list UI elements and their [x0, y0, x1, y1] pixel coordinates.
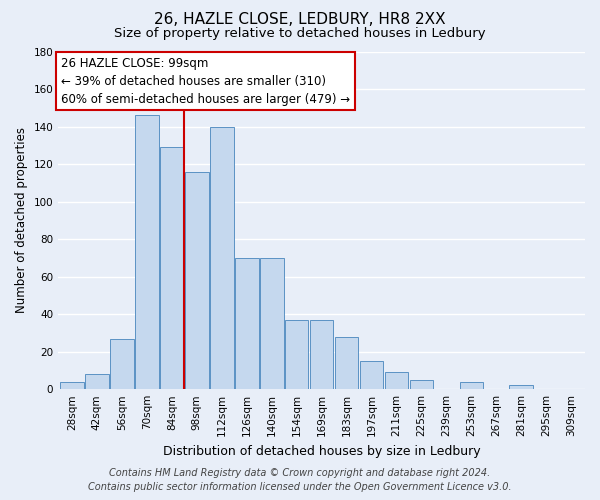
Bar — [210, 126, 233, 389]
Text: 26, HAZLE CLOSE, LEDBURY, HR8 2XX: 26, HAZLE CLOSE, LEDBURY, HR8 2XX — [154, 12, 446, 28]
Bar — [410, 380, 433, 389]
Bar — [260, 258, 284, 389]
Bar — [110, 338, 134, 389]
Bar — [509, 386, 533, 389]
Text: Contains HM Land Registry data © Crown copyright and database right 2024.
Contai: Contains HM Land Registry data © Crown c… — [88, 468, 512, 492]
Bar — [385, 372, 409, 389]
Bar — [359, 361, 383, 389]
Bar — [60, 382, 84, 389]
Bar — [310, 320, 334, 389]
Bar — [185, 172, 209, 389]
X-axis label: Distribution of detached houses by size in Ledbury: Distribution of detached houses by size … — [163, 444, 481, 458]
Text: 26 HAZLE CLOSE: 99sqm
← 39% of detached houses are smaller (310)
60% of semi-det: 26 HAZLE CLOSE: 99sqm ← 39% of detached … — [61, 56, 350, 106]
Y-axis label: Number of detached properties: Number of detached properties — [15, 128, 28, 314]
Bar — [235, 258, 259, 389]
Text: Size of property relative to detached houses in Ledbury: Size of property relative to detached ho… — [114, 28, 486, 40]
Bar — [85, 374, 109, 389]
Bar — [335, 336, 358, 389]
Bar — [160, 147, 184, 389]
Bar — [285, 320, 308, 389]
Bar — [460, 382, 483, 389]
Bar — [135, 116, 158, 389]
